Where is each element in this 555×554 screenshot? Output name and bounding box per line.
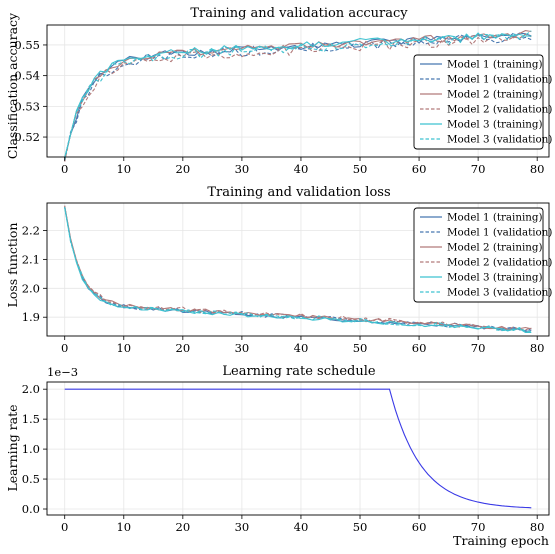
accuracy-series-lines (64, 30, 532, 162)
x-tick-label: 50 (353, 162, 368, 176)
x-tick-label: 80 (530, 341, 545, 355)
series-line-4 (64, 33, 532, 162)
learning-rate-xlabel: Training epoch (453, 533, 549, 548)
y-tick-label: 1.0 (22, 442, 40, 456)
x-tick-label: 30 (235, 162, 250, 176)
legend-label: Model 3 (training) (447, 272, 543, 284)
x-tick-label: 40 (294, 162, 309, 176)
loss-plot-frame (46, 202, 550, 337)
y-tick-label: 2.2 (22, 223, 40, 237)
x-tick-label: 10 (116, 520, 131, 534)
accuracy-panel: Training and validation accuracy Classif… (5, 6, 552, 176)
y-tick-label: 1.5 (22, 412, 40, 426)
learning-rate-ylabel: Learning rate (5, 404, 20, 491)
y-tick-label: 1.9 (22, 310, 40, 324)
y-tick-label: 0.55 (14, 38, 40, 52)
accuracy-plot-frame (46, 24, 550, 158)
series-line-3 (64, 30, 532, 159)
loss-ylabel: Loss function (5, 223, 20, 308)
loss-panel: Training and validation loss Loss functi… (5, 185, 552, 355)
accuracy-title: Training and validation accuracy (190, 6, 408, 21)
x-tick-label: 30 (235, 520, 250, 534)
legend-label: Model 2 (training) (447, 242, 543, 254)
legend-label: Model 3 (validation) (447, 134, 552, 146)
x-tick-label: 60 (412, 341, 427, 355)
y-tick-label: 0.54 (14, 69, 40, 83)
learning-rate-gridlines (47, 382, 549, 515)
legend-label: Model 3 (training) (447, 119, 543, 131)
x-tick-label: 10 (116, 341, 131, 355)
x-tick-label: 80 (530, 162, 545, 176)
x-tick-label: 0 (61, 162, 68, 176)
series-line-5 (64, 32, 532, 158)
accuracy-legend: Model 1 (training) Model 1 (validation) Mo… (413, 54, 552, 150)
y-tick-label: 0.5 (22, 472, 40, 486)
legend-label: Model 3 (validation) (447, 287, 552, 299)
legend-label: Model 2 (validation) (447, 104, 552, 116)
x-tick-label: 10 (116, 162, 131, 176)
accuracy-ticks: 0 10 20 30 40 50 60 70 80 0.52 0.53 0.54 0.55 (14, 38, 544, 176)
y-tick-label: 0.52 (14, 130, 40, 144)
y-tick-label: 0.53 (14, 99, 40, 113)
x-tick-label: 20 (176, 162, 191, 176)
learning-rate-title: Learning rate schedule (222, 364, 376, 379)
x-tick-label: 70 (471, 520, 486, 534)
x-tick-label: 50 (353, 520, 368, 534)
loss-ticks: 0 10 20 30 40 50 60 70 80 1.9 2.0 2.1 2.2 (22, 223, 545, 355)
x-tick-label: 80 (530, 520, 545, 534)
x-tick-label: 20 (176, 520, 191, 534)
legend-label: Model 1 (training) (447, 212, 543, 224)
loss-series-lines (64, 205, 532, 334)
x-tick-label: 40 (294, 520, 309, 534)
y-tick-label: 2.0 (22, 382, 40, 396)
legend-label: Model 1 (training) (447, 59, 543, 71)
x-tick-label: 0 (61, 520, 68, 534)
x-tick-label: 30 (235, 341, 250, 355)
legend-label: Model 2 (validation) (447, 257, 552, 269)
y-tick-label: 2.1 (22, 252, 40, 266)
accuracy-ylabel: Classification accuracy (5, 12, 20, 159)
legend-label: Model 1 (validation) (447, 227, 552, 239)
loss-title: Training and validation loss (207, 185, 390, 200)
x-tick-label: 60 (412, 162, 427, 176)
x-tick-label: 20 (176, 341, 191, 355)
series-line-1 (64, 388, 532, 509)
legend-box (413, 54, 544, 150)
x-tick-label: 70 (471, 162, 486, 176)
learning-rate-panel: Learning rate schedule 1e−3 Learning rat… (5, 364, 550, 548)
y-tick-label: 2.0 (22, 281, 40, 295)
series-line-6 (64, 30, 532, 160)
learning-rate-scale-label: 1e−3 (47, 365, 78, 379)
legend-label: Model 2 (training) (447, 89, 543, 101)
y-tick-label: 0.0 (22, 502, 40, 516)
legend-label: Model 1 (validation) (447, 74, 552, 86)
x-tick-label: 0 (61, 341, 68, 355)
learning-rate-ticks: 0 10 20 30 40 50 60 70 80 0.0 0.5 1.0 1.5 2.0 (22, 382, 545, 534)
legend-box (413, 207, 544, 303)
loss-legend: Model 1 (training) Model 1 (validation) Mo… (413, 207, 552, 303)
learning-rate-plot-frame (46, 381, 550, 516)
series-line-4 (64, 205, 532, 331)
x-tick-label: 50 (353, 341, 368, 355)
x-tick-label: 60 (412, 520, 427, 534)
x-tick-label: 70 (471, 341, 486, 355)
learning-rate-line (64, 388, 532, 509)
series-line-6 (64, 206, 532, 333)
x-tick-label: 40 (294, 341, 309, 355)
